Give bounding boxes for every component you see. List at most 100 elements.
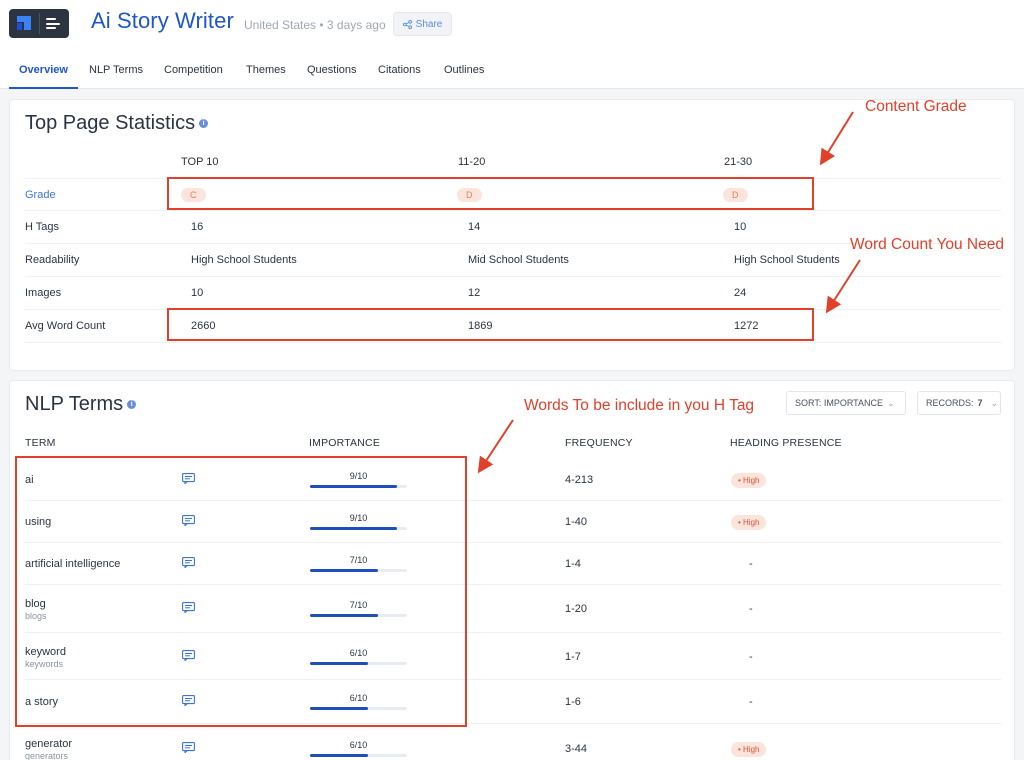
- grade-badge: C: [181, 188, 206, 202]
- column-header-heading-presence: HEADING PRESENCE: [730, 437, 842, 449]
- importance-bar: [310, 754, 407, 757]
- column-header: 11-20: [458, 156, 486, 168]
- page-meta: United States • 3 days ago: [244, 18, 386, 32]
- importance-score: 7/10: [349, 600, 368, 610]
- term-name: using: [25, 516, 52, 528]
- table-row: blog blogs 7/10 1-20 -: [25, 585, 1001, 633]
- column-header-term: TERM: [25, 437, 56, 449]
- stat-label: H Tags: [25, 221, 60, 233]
- page-title: Ai Story Writer: [91, 8, 234, 33]
- stats-title-text: Top Page Statistics: [25, 112, 196, 134]
- importance-score: 6/10: [349, 647, 368, 658]
- tab-overview[interactable]: Overview: [9, 56, 78, 89]
- heading-presence-empty: -: [749, 696, 753, 708]
- frequency-range: 1-4: [565, 558, 581, 570]
- logo-icon: [17, 16, 31, 30]
- stat-value: High School Students: [191, 254, 297, 266]
- term-name: artificial intelligence: [25, 558, 121, 570]
- column-header-importance: IMPORTANCE: [309, 437, 381, 449]
- term-name: ai: [25, 474, 34, 486]
- importance-score: 7/10: [349, 555, 368, 565]
- heading-presence-badge: • High: [731, 742, 767, 757]
- tab-outlines[interactable]: Outlines: [444, 64, 485, 76]
- importance-bar-fill: [310, 754, 369, 757]
- importance-bar-fill: [310, 707, 369, 710]
- chevron-down-icon: ⌄: [990, 397, 999, 408]
- stat-row-h-tags: H Tags 16 14 10: [25, 211, 1001, 244]
- annotation-content-grade: Content Grade: [865, 98, 967, 115]
- share-icon: [402, 19, 412, 29]
- tab-citations[interactable]: Citations: [378, 64, 421, 76]
- heading-presence-empty: -: [749, 650, 753, 663]
- frequency-range: 1-7: [565, 650, 581, 663]
- message-icon[interactable]: [182, 695, 195, 706]
- top-page-statistics-card: Top Page Statistics i TOP 10 11-20 21-30 …: [9, 99, 1015, 371]
- sort-dropdown[interactable]: SORT: IMPORTANCE ⌄: [786, 391, 906, 415]
- tab-nlp-terms[interactable]: NLP Terms: [89, 64, 144, 76]
- heading-presence-badge: • High: [731, 515, 767, 530]
- message-icon[interactable]: [182, 742, 195, 753]
- importance-score: 6/10: [349, 693, 368, 703]
- term-name: generator: [25, 738, 73, 750]
- stat-row-images: Images 10 12 24: [25, 277, 1001, 310]
- importance-bar: [310, 707, 407, 710]
- info-icon[interactable]: i: [199, 119, 209, 129]
- stat-value: 14: [468, 221, 481, 233]
- importance-bar-fill: [310, 569, 378, 572]
- frequency-range: 3-44: [565, 743, 588, 755]
- table-row: using 9/10 1-40 • High: [25, 501, 1001, 543]
- message-icon[interactable]: [182, 473, 195, 484]
- tab-questions[interactable]: Questions: [307, 64, 357, 76]
- importance-bar: [310, 614, 407, 617]
- stat-row-avg-word-count: Avg Word Count 2660 1869 1272: [25, 310, 1001, 343]
- stat-value: 1869: [468, 320, 493, 332]
- importance-bar-fill: [310, 485, 398, 488]
- column-header: 21-30: [724, 156, 753, 168]
- message-icon[interactable]: [182, 649, 195, 661]
- heading-presence-badge: • High: [731, 473, 767, 488]
- heading-presence-empty: -: [749, 558, 753, 570]
- term-variant: blogs: [25, 611, 47, 621]
- info-icon[interactable]: i: [127, 400, 137, 410]
- stat-label: Images: [25, 287, 62, 299]
- message-icon[interactable]: [182, 557, 195, 568]
- tab-competition[interactable]: Competition: [164, 64, 223, 76]
- frequency-range: 1-6: [565, 696, 581, 708]
- table-row: a story 6/10 1-6 -: [25, 680, 1001, 724]
- terms-highlight: [15, 456, 467, 727]
- stat-value: 1272: [734, 320, 759, 332]
- stat-value: 10: [191, 287, 204, 299]
- grade-badge: D: [457, 188, 482, 202]
- app-menu-button[interactable]: [9, 9, 69, 38]
- records-dropdown[interactable]: RECORDS: 7 ⌄: [917, 391, 1001, 415]
- term-name: keyword: [25, 645, 66, 658]
- message-icon[interactable]: [182, 515, 195, 526]
- table-row: keyword keywords 6/10 1-7 -: [25, 633, 1001, 680]
- share-button[interactable]: Share: [393, 12, 452, 36]
- importance-bar: [310, 527, 407, 530]
- term-variant: keywords: [25, 658, 64, 669]
- importance-bar: [310, 485, 407, 488]
- stat-value: 16: [191, 221, 204, 233]
- importance-score: 9/10: [349, 471, 368, 481]
- table-row: ai 9/10 4-213 • High: [25, 459, 1001, 501]
- grade-badge: D: [723, 188, 748, 202]
- chevron-down-icon: ⌄: [887, 397, 895, 408]
- stat-value: Mid School Students: [468, 254, 569, 266]
- nlp-title-text: NLP Terms: [25, 393, 124, 415]
- annotation-word-count: Word Count You Need: [850, 236, 1004, 253]
- heading-presence-empty: -: [749, 603, 753, 615]
- table-row: generator generators 6/10 3-44 • High: [25, 724, 1001, 760]
- term-name: a story: [25, 696, 59, 708]
- content-grade-highlight: [167, 177, 814, 210]
- stat-value: 10: [734, 221, 747, 233]
- stat-value: High School Students: [734, 254, 840, 266]
- records-value: 7: [977, 398, 983, 408]
- tab-themes[interactable]: Themes: [246, 64, 286, 76]
- importance-bar-fill: [310, 527, 398, 530]
- stat-label[interactable]: Grade: [25, 189, 56, 201]
- nlp-title: NLP Terms i: [25, 393, 137, 416]
- sort-label: SORT: IMPORTANCE: [795, 398, 884, 408]
- message-icon[interactable]: [182, 602, 195, 613]
- stat-value: 12: [468, 287, 481, 299]
